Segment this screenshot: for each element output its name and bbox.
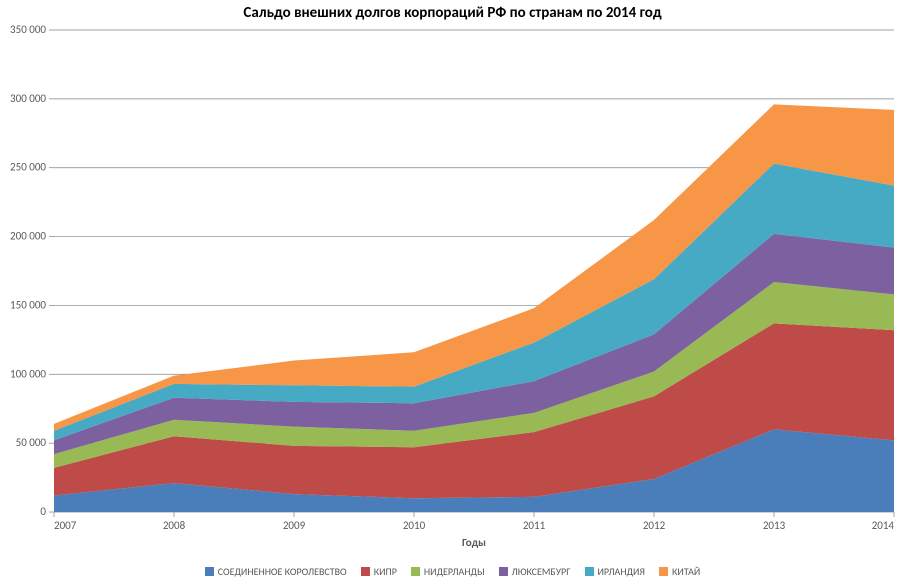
y-tick-label: 0 — [40, 505, 46, 518]
legend-label: КИТАЙ — [672, 565, 700, 578]
legend-label: СОЕДИНЕННОЕ КОРОЛЕВСТВО — [218, 565, 347, 578]
legend-swatch — [659, 567, 668, 576]
x-tick-label: 2008 — [163, 519, 186, 532]
legend-item: ЛЮКСЕМБУРГ — [499, 565, 571, 578]
legend-label: НИДЕРЛАНДЫ — [424, 565, 485, 578]
y-tick-label: 50 000 — [16, 436, 47, 449]
legend-item: КИТАЙ — [659, 565, 700, 578]
x-tick-label: 2012 — [643, 519, 666, 532]
legend-swatch — [361, 567, 370, 576]
legend-item: НИДЕРЛАНДЫ — [411, 565, 485, 578]
y-tick-label: 200 000 — [10, 230, 46, 243]
x-tick-label: 2014 — [872, 519, 895, 532]
legend-swatch — [411, 567, 420, 576]
legend-label: ИРЛАНДИЯ — [598, 565, 645, 578]
y-tick-label: 350 000 — [10, 23, 46, 36]
legend-item: ИРЛАНДИЯ — [585, 565, 645, 578]
legend-label: КИПР — [374, 565, 397, 578]
legend-label: ЛЮКСЕМБУРГ — [512, 565, 571, 578]
legend: СОЕДИНЕННОЕ КОРОЛЕВСТВО КИПР НИДЕРЛАНДЫ ЛЮК… — [0, 565, 905, 578]
legend-item: СОЕДИНЕННОЕ КОРОЛЕВСТВО — [205, 565, 347, 578]
x-tick-label: 2011 — [523, 519, 546, 532]
y-tick-label: 100 000 — [10, 367, 46, 380]
x-axis-title: Годы — [462, 536, 486, 549]
x-tick-label: 2010 — [403, 519, 426, 532]
legend-swatch — [205, 567, 214, 576]
y-tick-label: 300 000 — [10, 92, 46, 105]
chart-plot: 2007 2008 2009 2010 2011 2012 2013 2014 0 50 000 1… — [0, 0, 905, 562]
legend-swatch — [585, 567, 594, 576]
y-tick-label: 150 000 — [10, 298, 46, 311]
x-tick-label: 2009 — [283, 519, 306, 532]
x-tick-label: 2013 — [763, 519, 786, 532]
legend-swatch — [499, 567, 508, 576]
x-tick-label: 2007 — [54, 519, 77, 532]
y-tick-label: 250 000 — [10, 161, 46, 174]
chart-container: Сальдо внешних долгов корпораций РФ по с… — [0, 0, 905, 582]
legend-item: КИПР — [361, 565, 397, 578]
